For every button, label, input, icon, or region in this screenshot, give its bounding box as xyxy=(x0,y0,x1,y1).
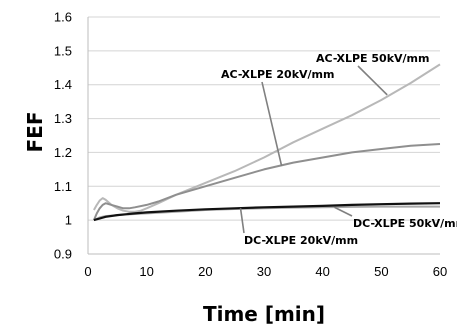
y-tick-label: 0.9 xyxy=(54,247,72,262)
annotation-pointer xyxy=(357,65,388,96)
annotation-pointer xyxy=(239,208,245,234)
annotation-label: AC-XLPE 20kV/mm xyxy=(221,68,334,81)
x-tick-label: 20 xyxy=(198,264,212,279)
y-tick-label: 1 xyxy=(65,213,72,228)
x-tick-label: 60 xyxy=(433,264,447,279)
x-tick-label: 0 xyxy=(84,264,91,279)
x-tick-label: 50 xyxy=(374,264,388,279)
annotation-pointer xyxy=(334,206,353,217)
x-tick-label: 10 xyxy=(139,264,153,279)
grid xyxy=(88,16,440,221)
x-tick-labels: 0 10 20 30 40 50 60 xyxy=(84,264,447,279)
series-line-2 xyxy=(93,202,441,222)
y-tick-label: 1.3 xyxy=(54,111,72,126)
x-tick-label: 40 xyxy=(315,264,329,279)
annotation-label: DC-XLPE 20kV/mm xyxy=(244,234,358,247)
y-tick-labels: 0.9 1 1.1 1.2 1.3 1.4 1.5 1.6 xyxy=(54,10,72,262)
series-line-1 xyxy=(92,143,441,221)
y-tick-label: 1.4 xyxy=(54,77,72,92)
annotation-pointer xyxy=(261,81,283,167)
annotations: AC-XLPE 50kV/mm AC-XLPE 20kV/mm DC-XLPE 50… xyxy=(221,52,457,247)
x-axis-label: Time [min] xyxy=(203,302,325,326)
series-line-0 xyxy=(93,63,441,213)
annotation-label: DC-XLPE 50kV/mm xyxy=(353,217,457,230)
series-lines xyxy=(92,63,441,222)
y-tick-label: 1.1 xyxy=(54,179,72,194)
y-axis-label: FEF xyxy=(23,112,47,153)
y-tick-label: 1.2 xyxy=(54,145,72,160)
y-tick-label: 1.6 xyxy=(54,10,72,25)
annotation-label: AC-XLPE 50kV/mm xyxy=(316,52,429,65)
axes xyxy=(87,17,440,255)
y-tick-label: 1.5 xyxy=(54,43,72,58)
annotation-pointers xyxy=(239,65,388,234)
x-tick-label: 30 xyxy=(257,264,271,279)
